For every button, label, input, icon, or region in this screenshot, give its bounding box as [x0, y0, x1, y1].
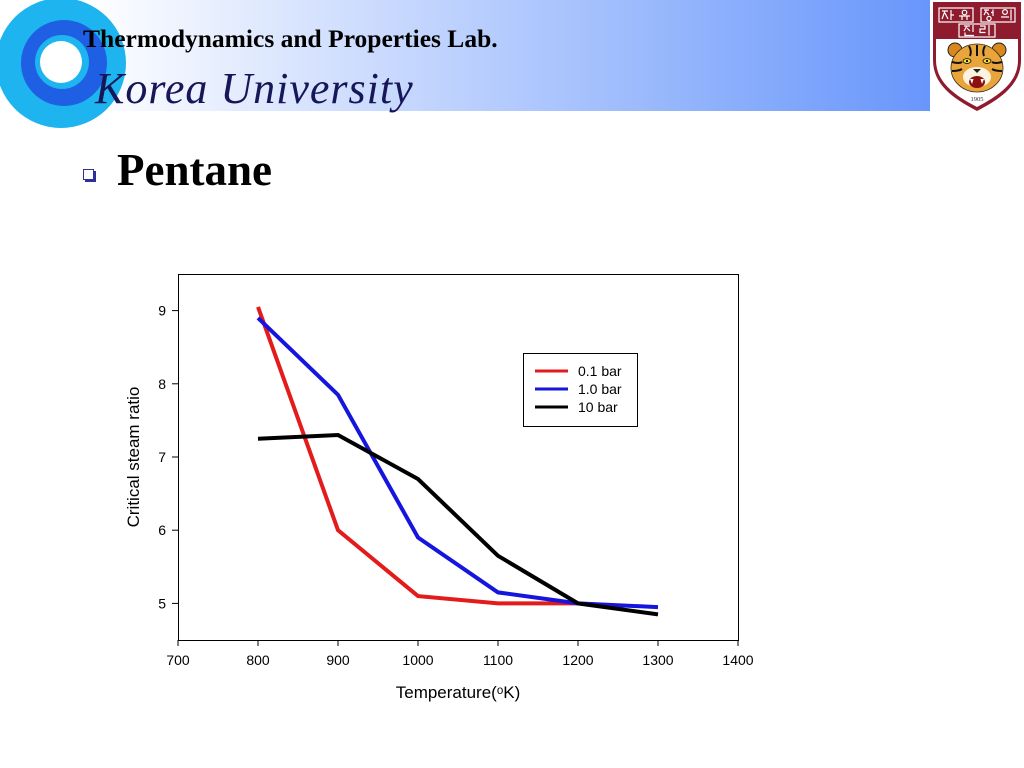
y-tick-label: 5 — [158, 595, 166, 611]
x-tick-label: 1400 — [722, 652, 753, 668]
axis-ticks: 700 800 900 1000 1100 1200 1300 1400 5 6 7 8 9 — [158, 303, 754, 668]
university-crest-icon: 1905 — [933, 2, 1021, 111]
x-tick-label: 900 — [326, 652, 350, 668]
x-tick-label: 700 — [166, 652, 190, 668]
y-tick-label: 8 — [158, 376, 166, 392]
header-banner — [0, 0, 930, 111]
plot-area-frame — [178, 274, 739, 641]
motto-lettering — [938, 7, 1016, 38]
y-axis-label: Critical steam ratio — [124, 387, 143, 528]
chart-legend: 0.1 bar 1.0 bar 10 bar — [523, 353, 638, 427]
tiger-head-icon — [947, 42, 1007, 93]
series-line-0-1-bar — [256, 306, 578, 606]
x-tick-label: 1000 — [402, 652, 433, 668]
legend-label: 1.0 bar — [578, 381, 622, 397]
x-tick-label: 1100 — [483, 652, 513, 668]
x-tick-label: 800 — [246, 652, 270, 668]
series-line-10-bar — [257, 432, 659, 617]
crest-year: 1905 — [971, 96, 984, 103]
concentric-rings-logo-icon — [0, 0, 126, 128]
legend-entry: 0.1 bar — [535, 363, 622, 379]
slide-heading: Pentane — [117, 145, 272, 195]
lab-name: Thermodynamics and Properties Lab. — [83, 24, 498, 53]
square-bullet-icon — [83, 169, 94, 180]
legend-label: 0.1 bar — [578, 363, 622, 379]
x-axis-label: Temperature(ᵒK) — [396, 683, 521, 702]
y-tick-label: 9 — [158, 303, 166, 319]
x-tick-label: 1200 — [562, 652, 593, 668]
legend-entry: 1.0 bar — [535, 381, 622, 397]
legend-entry: 10 bar — [535, 399, 618, 415]
line-chart: 700 800 900 1000 1100 1200 1300 1400 5 6 7 8 9 0.1 b… — [124, 274, 754, 702]
x-tick-label: 1300 — [642, 652, 673, 668]
series-lines — [256, 306, 659, 617]
university-name: Korea University — [95, 64, 414, 113]
y-tick-label: 6 — [158, 522, 166, 538]
legend-label: 10 bar — [578, 399, 618, 415]
y-tick-label: 7 — [158, 449, 166, 465]
